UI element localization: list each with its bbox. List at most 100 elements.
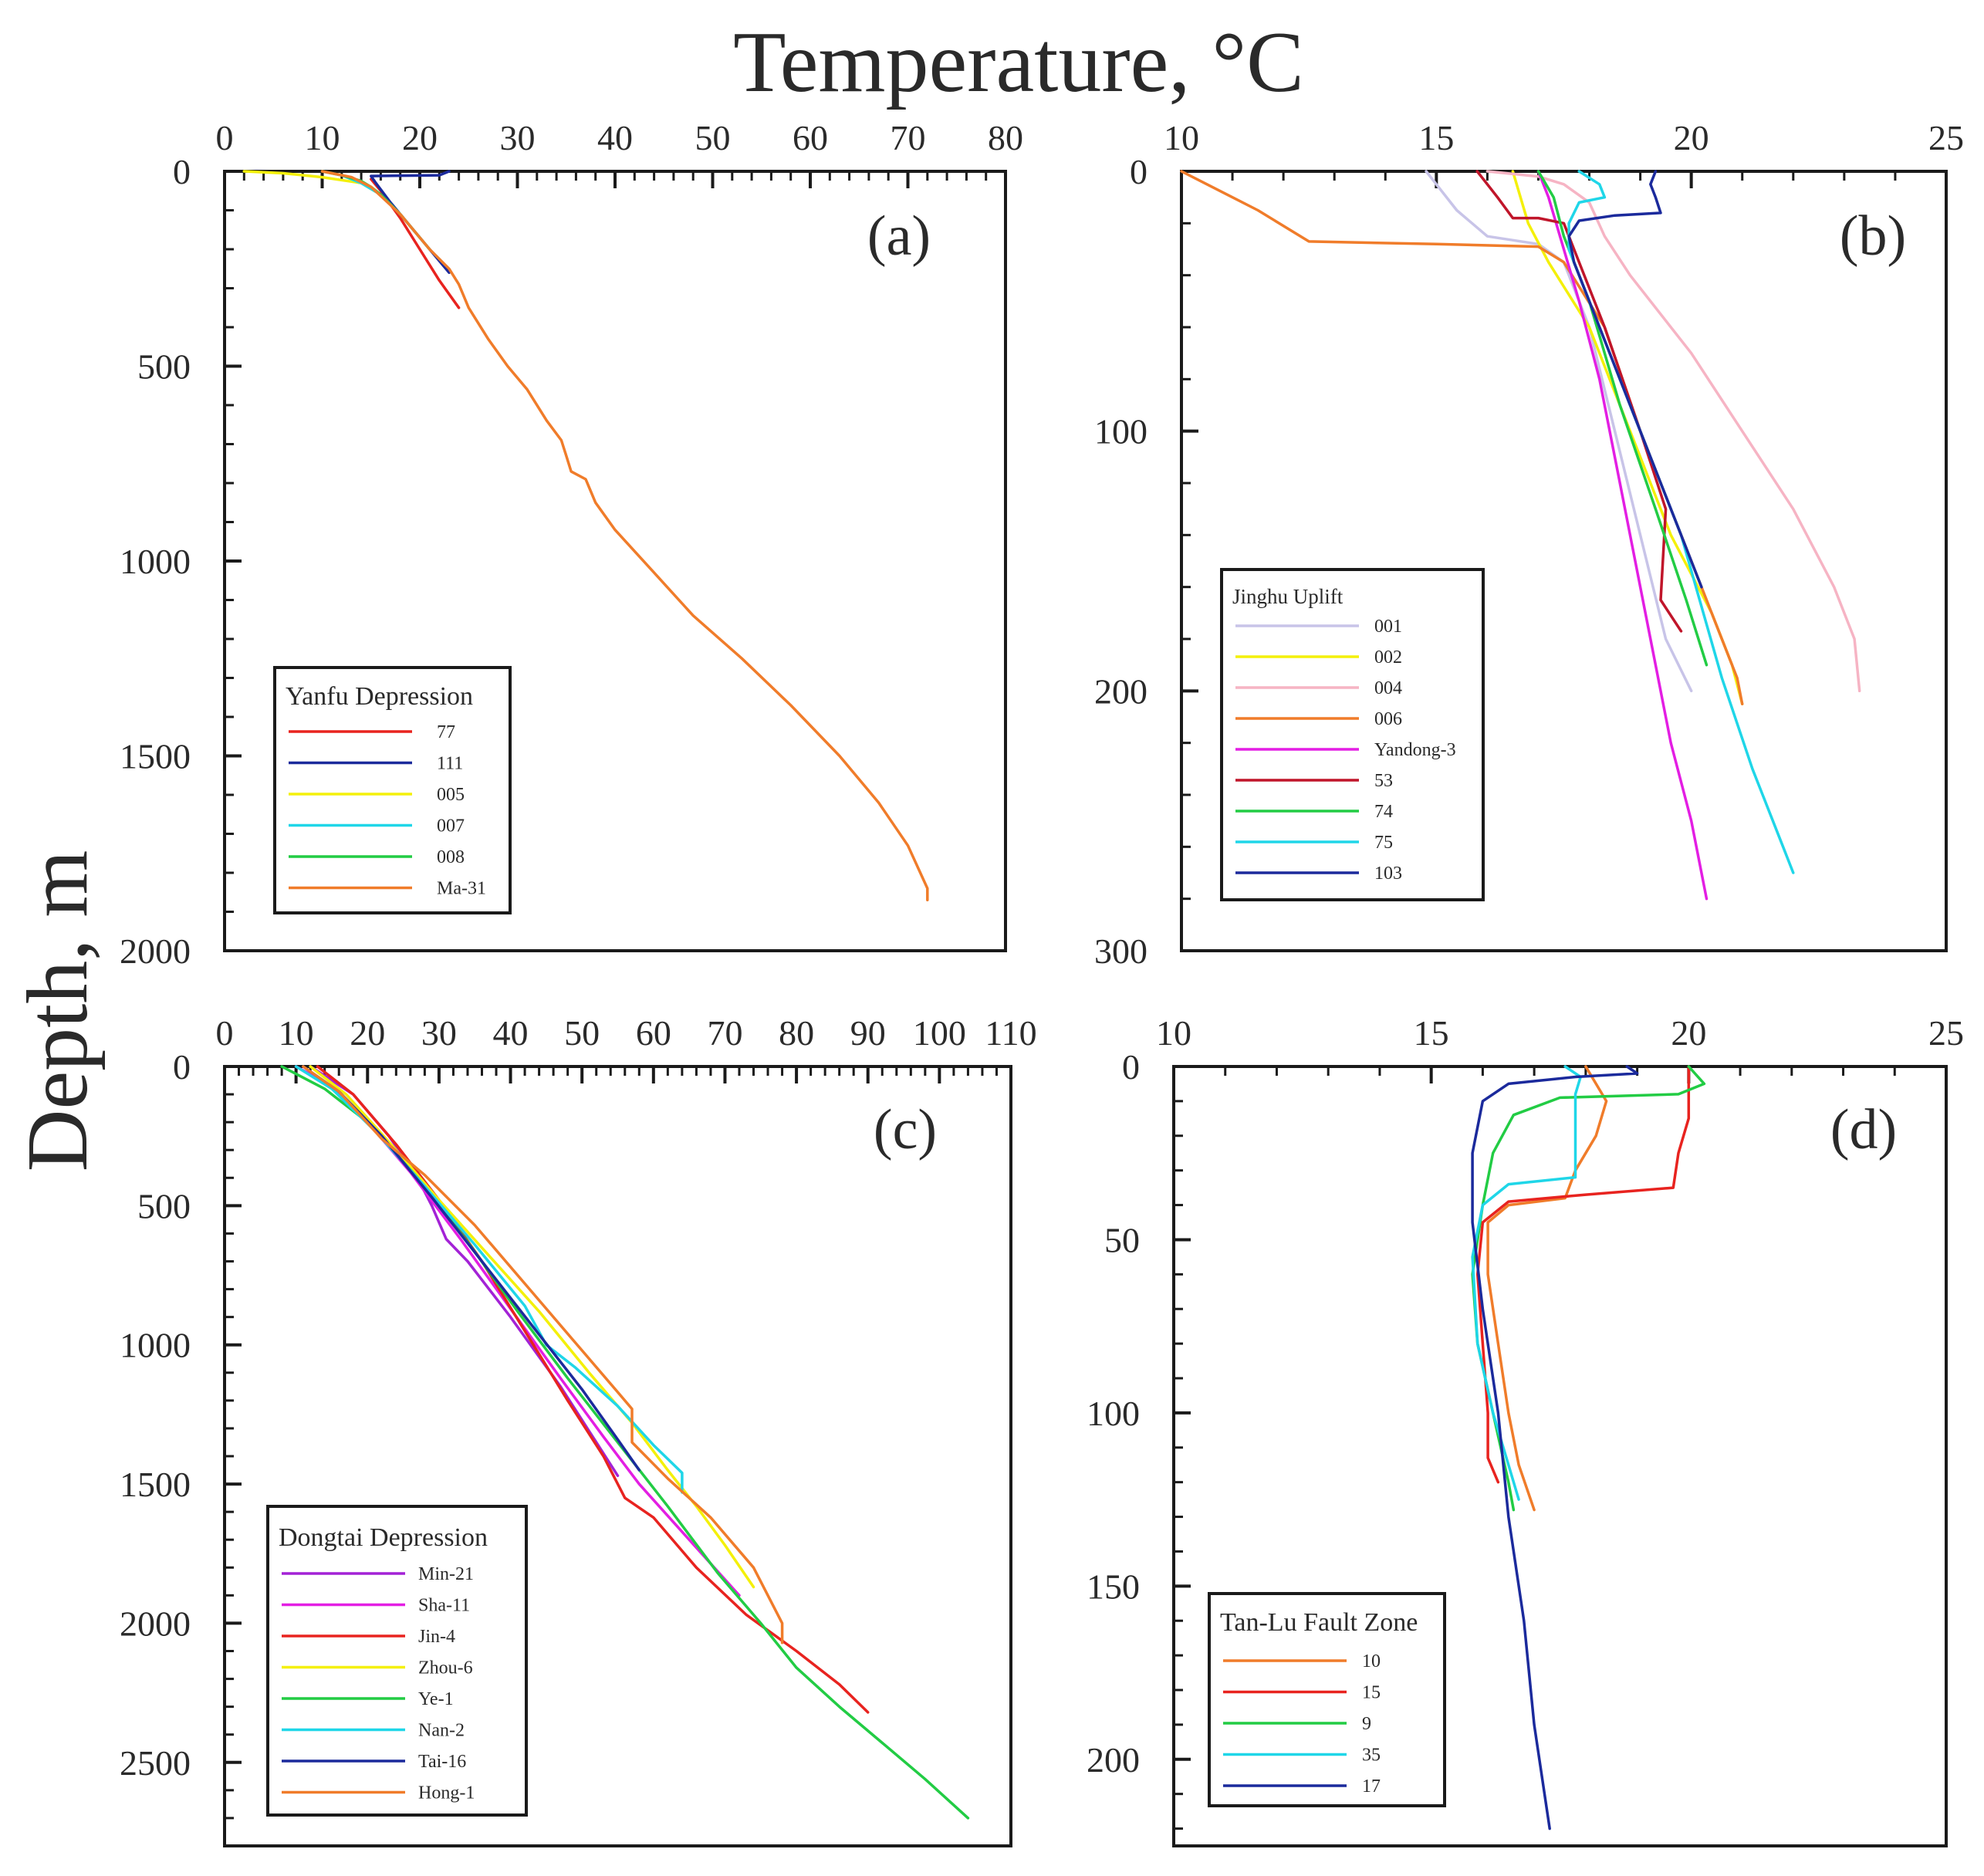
y-tick-label: 2000	[120, 1604, 191, 1643]
legend-box	[1220, 568, 1485, 901]
legend-entry-label: 75	[1374, 833, 1393, 853]
x-tick-label: 15	[1418, 118, 1454, 157]
legend-entry-label: 004	[1374, 678, 1402, 698]
chart-panel-4: 10 15 20 25 0 50 100 150 200 (d) Tan-Lu Fault Zone…	[1087, 1013, 1964, 1847]
series-line-17	[1471, 1065, 1639, 1830]
series-line-Yandong-3	[1536, 170, 1709, 901]
y-tick-label: 1500	[120, 1465, 191, 1504]
x-tick-label: 15	[1414, 1013, 1449, 1053]
figure-title: Temperature, °C	[733, 15, 1304, 110]
legend-entry-label: 005	[437, 785, 465, 805]
chart-panel-3: 0 10 20 30 40 50 60 70 80 90 100 110 0 500 1000 1500 200…	[120, 1013, 1037, 1847]
y-tick-label: 150	[1087, 1567, 1140, 1606]
x-tick-label: 10	[1164, 118, 1199, 157]
panel-label: (a)	[867, 205, 931, 268]
legend-entry-label: Ma-31	[437, 879, 486, 899]
legend-entry-label: 002	[1374, 647, 1402, 668]
legend-entry-label: 9	[1362, 1714, 1371, 1734]
y-tick-label: 500	[137, 1186, 191, 1225]
x-tick-label: 40	[597, 118, 633, 157]
series-line-9	[1471, 1065, 1706, 1512]
series-line-006	[1180, 170, 1744, 705]
legend-entry-label: Jin-4	[418, 1627, 455, 1647]
y-tick-label: 0	[173, 1047, 191, 1087]
legend: Tan-Lu Fault Zone 10 15 9 35 17	[1208, 1592, 1446, 1807]
series-group	[1471, 1065, 1706, 1830]
chart-panel-2: 10 15 20 25 0 100 200 300 (b) Jinghu Uplift 001 002…	[1094, 118, 1964, 971]
legend-entry-label: 006	[1374, 709, 1402, 729]
x-tick-label: 70	[707, 1013, 742, 1053]
x-tick-label: 110	[985, 1013, 1036, 1053]
y-tick-label: 300	[1094, 931, 1147, 971]
series-line-15	[1475, 1065, 1691, 1484]
legend: Yanfu Depression 77 111 005 007 008 Ma-31	[273, 666, 512, 914]
panel-label: (c)	[874, 1098, 937, 1161]
x-tick-label: 20	[402, 118, 438, 157]
legend-entry-label: 15	[1362, 1683, 1381, 1703]
x-tick-label: 50	[564, 1013, 600, 1053]
x-tick-label: 70	[891, 118, 926, 157]
x-tick-label: 25	[1928, 118, 1964, 157]
x-tick-label: 40	[493, 1013, 529, 1053]
legend-entry-label: Min-21	[418, 1564, 474, 1584]
series-line-Ma-31	[320, 170, 929, 902]
series-group	[1180, 170, 1861, 901]
legend: Dongtai Depression Min-21 Sha-11 Jin-4 Zhou-…	[266, 1505, 528, 1817]
x-tick-label: 10	[305, 118, 340, 157]
series-line-74	[1536, 170, 1709, 667]
y-tick-label: 2500	[120, 1743, 191, 1783]
x-tick-label: 0	[216, 1013, 234, 1053]
y-tick-label: 0	[173, 152, 191, 191]
legend-entry-label: Hong-1	[418, 1783, 475, 1803]
legend-entry-label: 001	[1374, 617, 1402, 637]
x-tick-label: 10	[279, 1013, 314, 1053]
plot-frame	[1180, 170, 1948, 952]
y-tick-label: 2000	[120, 931, 191, 971]
y-tick-label: 1000	[120, 1326, 191, 1365]
legend-entry-label: 53	[1374, 771, 1393, 791]
y-tick-label: 1000	[120, 542, 191, 581]
legend-title: Yanfu Depression	[286, 682, 473, 711]
legend-entry-label: 007	[437, 816, 465, 837]
panel-label: (b)	[1840, 205, 1906, 268]
legend-entry-label: 103	[1374, 864, 1402, 884]
y-tick-label: 100	[1087, 1394, 1140, 1433]
legend-entry-label: Tai-16	[418, 1752, 466, 1772]
x-tick-label: 60	[793, 118, 828, 157]
x-tick-label: 80	[988, 118, 1023, 157]
x-tick-label: 50	[695, 118, 731, 157]
legend-entry-label: Sha-11	[418, 1596, 470, 1616]
series-line-35	[1471, 1065, 1582, 1501]
legend-entry-label: 74	[1374, 802, 1393, 822]
legend-entry-label: 10	[1362, 1651, 1381, 1671]
x-tick-label: 0	[216, 118, 234, 157]
series-line-Hong-1	[302, 1065, 784, 1644]
legend-title: Dongtai Depression	[279, 1523, 488, 1552]
y-tick-label: 100	[1094, 412, 1147, 451]
legend: Jinghu Uplift 001 002 004 006 Yandong-3 53 74 75…	[1220, 568, 1485, 901]
legend-entry-label: Nan-2	[418, 1721, 465, 1741]
x-tick-label: 90	[850, 1013, 886, 1053]
legend-entry-label: Ye-1	[418, 1689, 454, 1709]
series-line-Zhou-6	[309, 1065, 755, 1589]
series-line-Tai-16	[302, 1065, 641, 1472]
legend-entry-label: 35	[1362, 1746, 1381, 1766]
legend-entry-label: 008	[437, 847, 465, 867]
legend-entry-label: Zhou-6	[418, 1658, 473, 1678]
x-tick-label: 20	[1671, 1013, 1706, 1053]
series-line-Min-21	[309, 1065, 620, 1478]
series-line-004	[1485, 170, 1861, 693]
series-group	[242, 170, 929, 902]
y-tick-label: 500	[137, 347, 191, 387]
x-tick-label: 25	[1928, 1013, 1964, 1053]
legend-title: Tan-Lu Fault Zone	[1220, 1608, 1418, 1637]
legend-entry-label: 77	[437, 722, 455, 742]
series-line-10	[1486, 1065, 1608, 1512]
legend-entry-label: 111	[437, 754, 463, 774]
y-tick-label: 0	[1122, 1047, 1140, 1087]
x-tick-label: 30	[500, 118, 536, 157]
panels: 0 10 20 30 40 50 60 70 800500100015002000(a)Yanf…	[120, 118, 1964, 1847]
x-tick-label: 100	[913, 1013, 966, 1053]
legend-box	[273, 666, 512, 914]
